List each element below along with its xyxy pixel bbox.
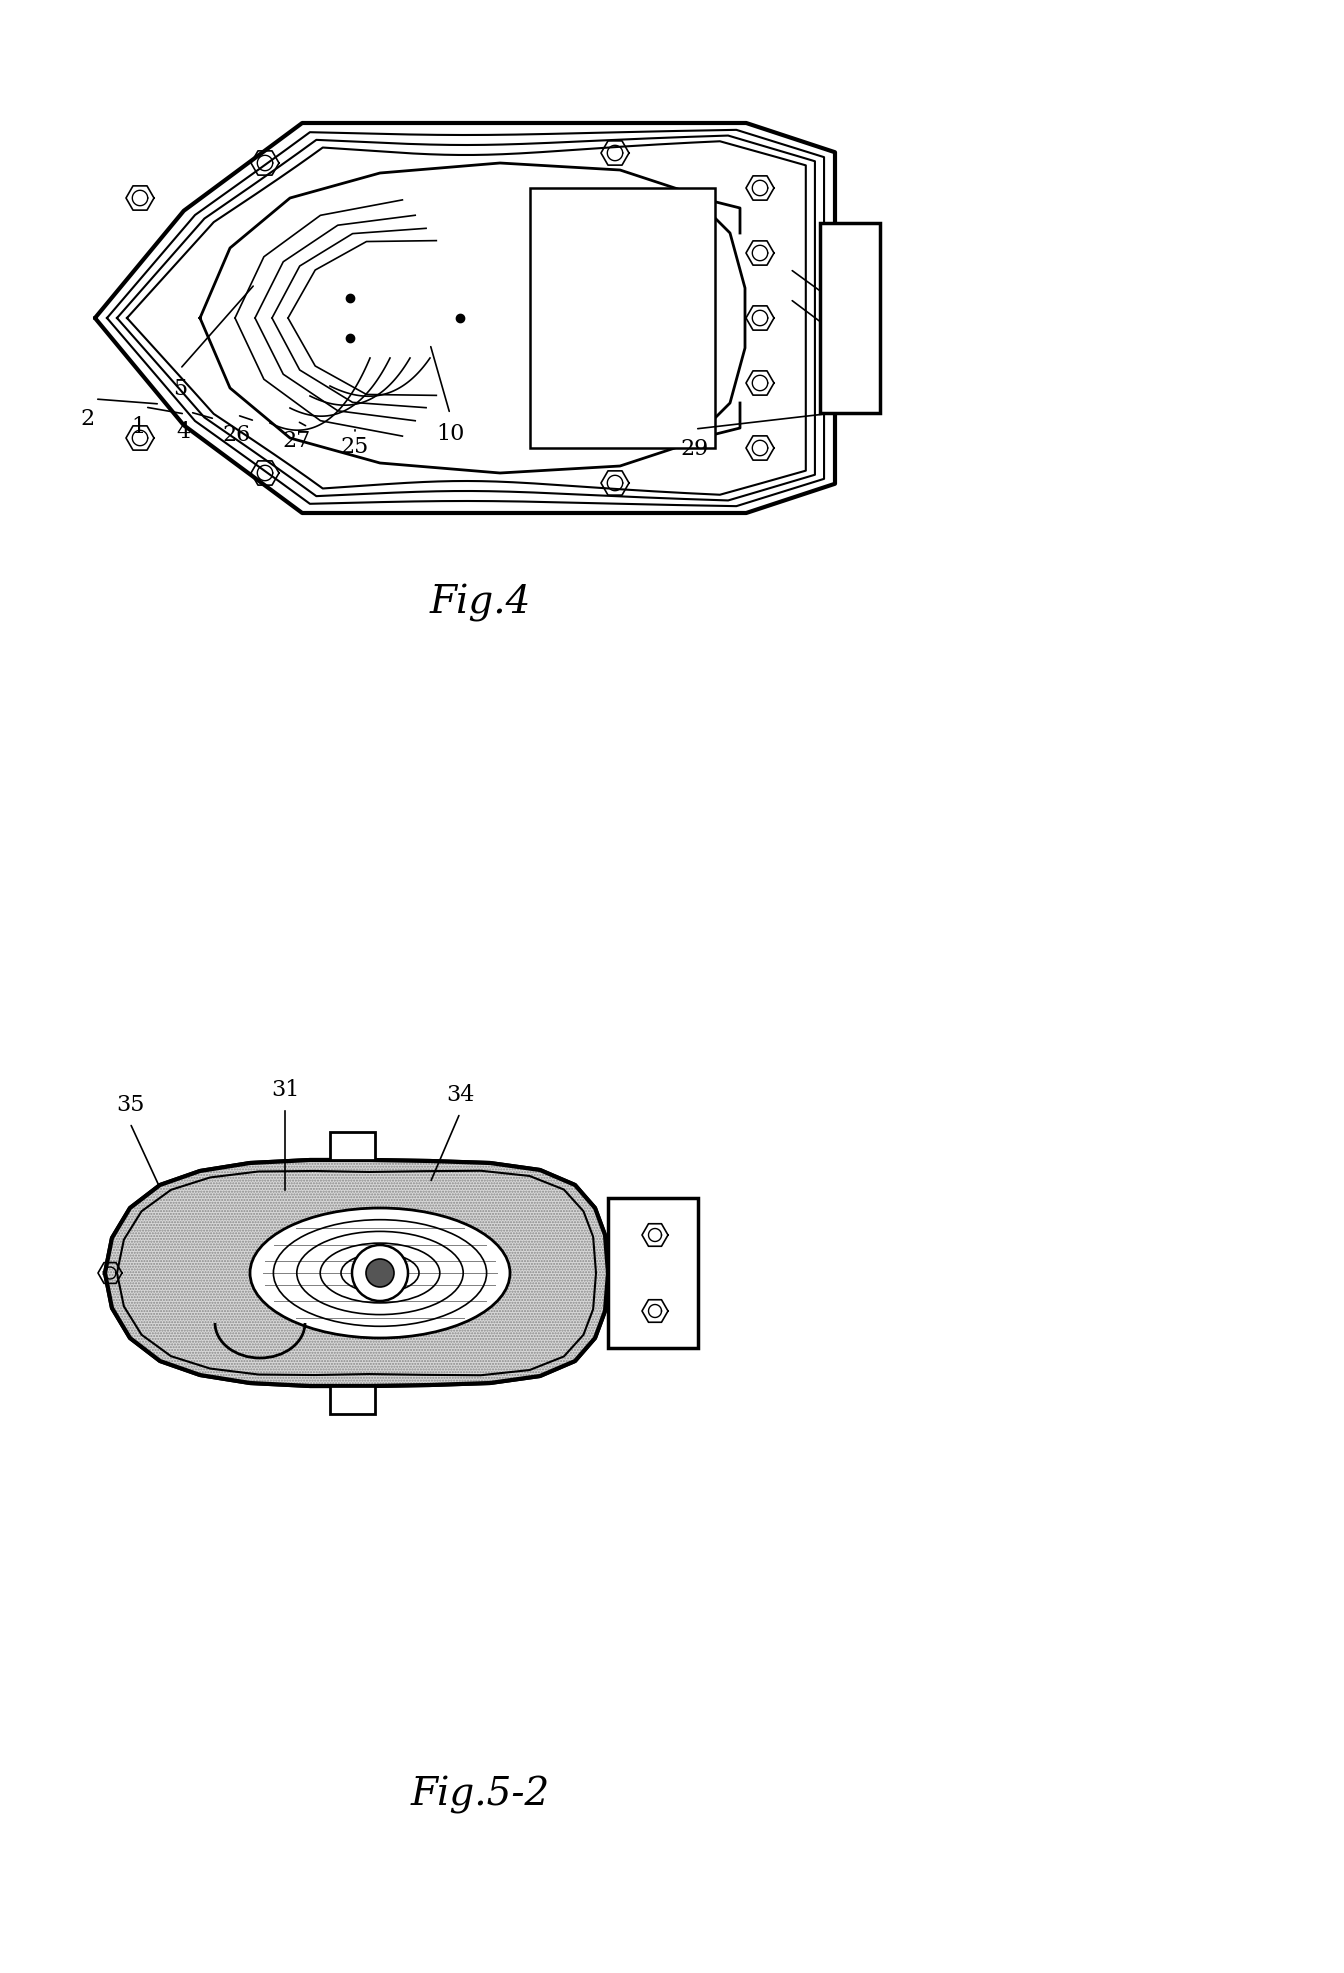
Text: 2: 2 (81, 408, 95, 430)
Bar (607, 1198, 698, 1348)
Text: Fig.4: Fig.4 (429, 584, 531, 621)
Text: 4: 4 (176, 420, 190, 442)
Bar (530, 189, 715, 448)
Text: 35: 35 (116, 1093, 144, 1115)
Text: 27: 27 (282, 430, 310, 452)
Polygon shape (105, 1160, 607, 1387)
Bar (820, 223, 880, 414)
Text: 25: 25 (341, 436, 370, 458)
Text: 34: 34 (446, 1083, 474, 1105)
Text: 26: 26 (223, 424, 251, 446)
Text: 29: 29 (681, 438, 710, 460)
Bar (331, 1387, 375, 1415)
Text: 22: 22 (849, 353, 878, 375)
Text: 1: 1 (130, 416, 145, 438)
Text: 10: 10 (435, 422, 464, 444)
Bar (331, 1133, 375, 1160)
Circle shape (366, 1259, 394, 1286)
Ellipse shape (250, 1207, 509, 1338)
Text: Fig.5-2: Fig.5-2 (410, 1776, 550, 1813)
Text: 21: 21 (845, 318, 874, 339)
Text: 31: 31 (270, 1079, 300, 1101)
Circle shape (352, 1245, 409, 1302)
Text: 5: 5 (173, 377, 187, 401)
